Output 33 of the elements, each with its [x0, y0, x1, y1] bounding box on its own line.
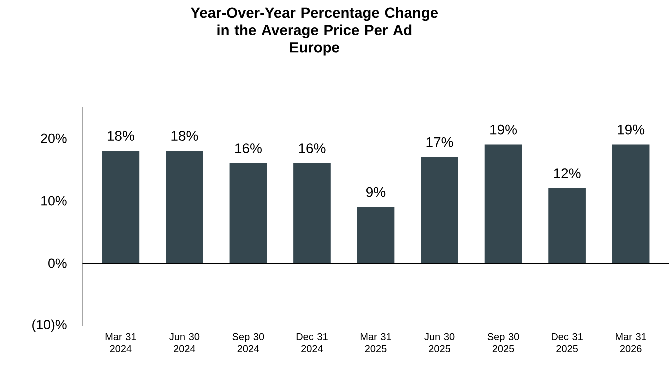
y-tick-label: 0%: [48, 258, 67, 268]
x-tick-label: Sep 30 2025: [488, 333, 520, 352]
x-tick-label: Dec 31 2025: [552, 333, 583, 352]
bar: [484, 144, 522, 264]
y-tick-label: (10)%: [32, 320, 67, 332]
data-label: 19%: [490, 124, 518, 135]
x-tick-label: Jun 30 2024: [170, 333, 200, 352]
data-label: 9%: [366, 187, 386, 198]
bar: [166, 151, 204, 264]
x-tick-label: Dec 31 2024: [296, 333, 328, 352]
data-label: 18%: [108, 131, 134, 142]
x-tick-label: Sep 30 2024: [232, 333, 264, 352]
bar: [230, 164, 268, 264]
data-label: 12%: [554, 168, 581, 178]
chart-subtitle: Europe: [290, 42, 340, 56]
bar: [294, 164, 331, 264]
chart-title: Year-Over-Year Percentage Change in the Average Price Per Ad: [191, 7, 438, 38]
bar: [357, 207, 395, 264]
x-tick-label: Mar 31 2025: [360, 333, 392, 352]
data-label: 19%: [618, 124, 645, 135]
data-label: 18%: [172, 131, 198, 142]
x-tick-label: Mar 31 2026: [616, 333, 646, 352]
bar: [548, 188, 586, 264]
x-tick-label: Jun 30 2025: [424, 333, 455, 352]
x-tick-label: Mar 31 2024: [106, 333, 136, 352]
bar: [612, 144, 650, 264]
data-label: 16%: [299, 144, 326, 154]
y-tick-label: 20%: [41, 134, 67, 144]
data-label: 17%: [426, 137, 454, 148]
bar: [421, 157, 458, 264]
y-tick-label: 10%: [42, 196, 67, 206]
data-label: 16%: [236, 144, 262, 154]
bar: [102, 151, 140, 264]
